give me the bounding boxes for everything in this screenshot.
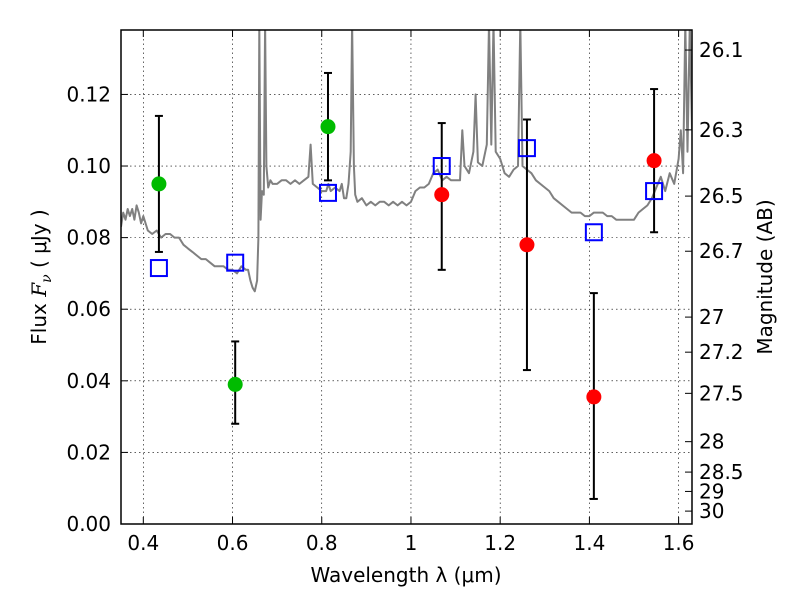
red-data-point <box>519 237 535 253</box>
x-axis-label: Wavelength λ (μm) <box>310 563 501 587</box>
y-tick-label: 0.02 <box>66 440 111 464</box>
x-tick-label: 1 <box>405 531 418 555</box>
model-square <box>517 139 536 158</box>
y-tick-label: 0.12 <box>66 82 111 106</box>
y-axis-label-left: Flux Fν ( μJy ) <box>27 209 55 344</box>
axis-ticks: 0.4 0.6 0.8 1 1.2 1.4 1.6 0.00 0.02 0.04 0.06 0.08 0… <box>66 30 744 555</box>
y-axis-label-right: Magnitude (AB) <box>753 199 777 354</box>
x-tick-label: 0.6 <box>217 531 249 555</box>
y-tick-label: 0.06 <box>66 297 111 321</box>
plot-frame <box>120 29 693 525</box>
green-data-point <box>227 376 243 392</box>
right-y-tick-label: 27.5 <box>699 381 744 405</box>
x-tick-label: 0.8 <box>306 531 338 555</box>
right-y-tick-label: 26.1 <box>699 38 744 62</box>
x-tick-label: 0.4 <box>127 531 159 555</box>
y-tick-label: 0.08 <box>66 226 111 250</box>
right-y-tick-label: 28 <box>699 430 724 454</box>
red-data-point <box>434 187 450 203</box>
grid <box>121 30 692 525</box>
y-tick-label: 0.04 <box>66 369 111 393</box>
model-square <box>149 259 168 278</box>
y-axis-label-prefix: Flux <box>27 297 51 345</box>
spectrum-line <box>121 30 692 293</box>
y-axis-label-var: F <box>27 282 51 298</box>
model-square <box>645 182 664 201</box>
right-y-tick-label: 27.2 <box>699 340 744 364</box>
green-data-point <box>320 119 336 135</box>
y-axis-label-sub: ν <box>39 274 55 283</box>
red-data-point <box>646 153 662 169</box>
right-y-tick-label: 26.5 <box>699 184 744 208</box>
y-tick-label: 0.10 <box>66 154 111 178</box>
model-square <box>318 183 337 202</box>
model-square <box>226 253 245 272</box>
right-y-tick-label: 30 <box>699 499 724 523</box>
y-axis-label-unit: ( μJy ) <box>27 209 51 274</box>
right-y-tick-label: 29 <box>699 479 724 503</box>
right-y-tick-label: 28.5 <box>699 460 744 484</box>
plot-area <box>121 30 692 500</box>
right-y-tick-label: 26.3 <box>699 118 744 142</box>
right-y-tick-label: 27 <box>699 305 724 329</box>
y-tick-label: 0.00 <box>66 512 111 536</box>
model-square <box>584 223 603 242</box>
right-y-tick-label: 26.7 <box>699 239 744 263</box>
green-data-point <box>151 176 167 192</box>
red-data-point <box>586 389 602 405</box>
x-tick-label: 1.4 <box>573 531 605 555</box>
x-tick-label: 1.2 <box>484 531 516 555</box>
model-square <box>432 157 451 176</box>
x-tick-label: 1.6 <box>663 531 695 555</box>
